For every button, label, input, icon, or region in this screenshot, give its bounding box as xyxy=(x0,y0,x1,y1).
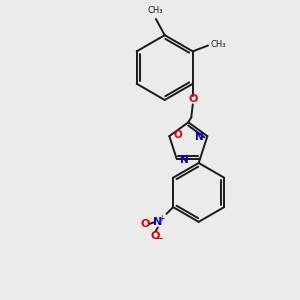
Text: +: + xyxy=(158,214,165,223)
Text: O: O xyxy=(173,130,182,140)
Text: O: O xyxy=(188,94,197,104)
Text: N: N xyxy=(180,155,189,165)
Text: N: N xyxy=(195,132,204,142)
Text: CH₃: CH₃ xyxy=(210,40,226,50)
Text: CH₃: CH₃ xyxy=(148,6,163,15)
Text: O: O xyxy=(151,231,160,241)
Text: O: O xyxy=(141,219,150,229)
Text: −: − xyxy=(155,234,165,244)
Text: N: N xyxy=(153,218,163,227)
